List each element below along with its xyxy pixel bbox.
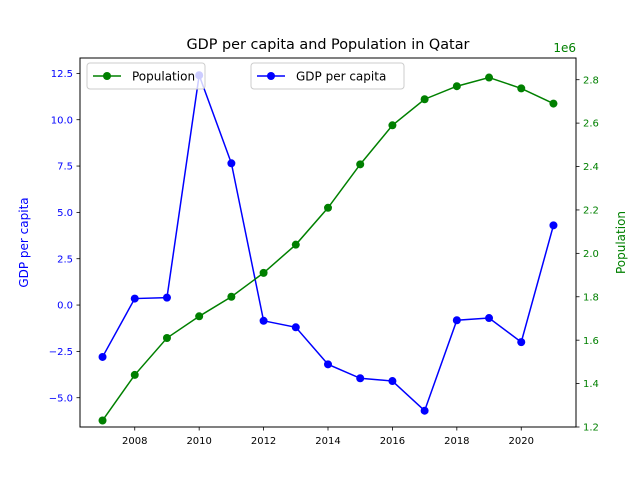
series-population-point [452, 82, 461, 91]
series-gdp-point [259, 316, 268, 325]
left-tick-label: 0.0 [57, 301, 73, 312]
series-gdp-point [98, 352, 107, 361]
series-gdp-point [227, 159, 236, 168]
series-gdp-point [485, 314, 494, 323]
left-tick-label: 12.5 [51, 69, 73, 80]
series-population-point [485, 73, 494, 82]
left-tick-label: −2.5 [49, 347, 73, 358]
right-tick-label: 1.8 [583, 292, 599, 303]
left-y-axis: −5.0 −2.5 0.0 2.5 5.0 7.5 10.0 12.5 [49, 69, 80, 404]
right-tick-label: 1.4 [583, 379, 599, 390]
series-population-point [420, 95, 429, 104]
x-tick-label: 2014 [315, 436, 340, 447]
x-axis: 2008 2010 2012 2014 2016 2018 2020 [122, 427, 534, 447]
left-tick-label: 2.5 [57, 254, 73, 265]
series-population-point [162, 334, 171, 343]
series-gdp-point [291, 323, 300, 332]
right-tick-label: 1.2 [583, 423, 599, 434]
series-population-point [324, 203, 332, 212]
x-tick-label: 2018 [444, 436, 469, 447]
left-axis-label: GDP per capita [17, 197, 31, 287]
series-gdp-point [324, 360, 332, 369]
right-tick-label: 1.6 [583, 336, 599, 347]
right-axis-label: Population [614, 211, 628, 274]
legend-gdp-label: GDP per capita [296, 70, 386, 84]
series-population-point [259, 268, 268, 277]
right-tick-label: 2.4 [583, 162, 599, 173]
series-population-point [195, 312, 204, 321]
x-tick-label: 2020 [509, 436, 534, 447]
series-population-point [549, 99, 558, 108]
chart-title: GDP per capita and Population in Qatar [187, 37, 470, 53]
series-gdp-point [162, 293, 171, 302]
series-population-point [98, 416, 107, 425]
series-gdp-point [452, 316, 461, 325]
x-tick-label: 2012 [251, 436, 276, 447]
series-gdp-point [388, 377, 397, 386]
series-gdp-point [420, 406, 429, 415]
left-tick-label: 7.5 [57, 162, 73, 173]
x-tick-label: 2016 [380, 436, 405, 447]
series-population-point [356, 160, 365, 169]
right-tick-label: 2.8 [583, 75, 599, 86]
series-population-point [291, 240, 300, 249]
right-tick-label: 2.6 [583, 119, 599, 130]
right-y-axis: 1.2 1.4 1.6 1.8 2.0 2.2 2.4 2.6 2.8 [576, 75, 599, 434]
series-gdp [98, 71, 558, 415]
left-tick-label: 5.0 [57, 208, 73, 219]
legend-population: Population [86, 62, 206, 90]
legend-gdp: GDP per capita [250, 62, 405, 90]
series-population-point [517, 84, 526, 93]
series-population-line [101, 76, 554, 421]
legend-population-label: Population [132, 70, 195, 84]
legend-frame [86, 62, 206, 90]
x-tick-label: 2008 [122, 436, 147, 447]
series-population [98, 73, 558, 425]
plot-frame [79, 57, 577, 428]
x-tick-label: 2010 [186, 436, 211, 447]
right-axis-offset-text: 1e6 [553, 41, 576, 55]
series-population-point [388, 121, 397, 130]
left-tick-label: 10.0 [51, 115, 73, 126]
series-gdp-point [549, 221, 558, 230]
left-tick-label: −5.0 [49, 393, 73, 404]
right-tick-label: 2.2 [583, 206, 599, 217]
series-gdp-point [517, 338, 526, 347]
series-population-point [130, 370, 139, 379]
series-population-point [227, 292, 236, 301]
right-tick-label: 2.0 [583, 249, 599, 260]
series-gdp-point [356, 374, 365, 383]
legend-gdp-marker [267, 72, 275, 80]
legend-population-marker [103, 72, 111, 80]
series-gdp-point [130, 294, 139, 303]
legend-frame [250, 62, 405, 90]
